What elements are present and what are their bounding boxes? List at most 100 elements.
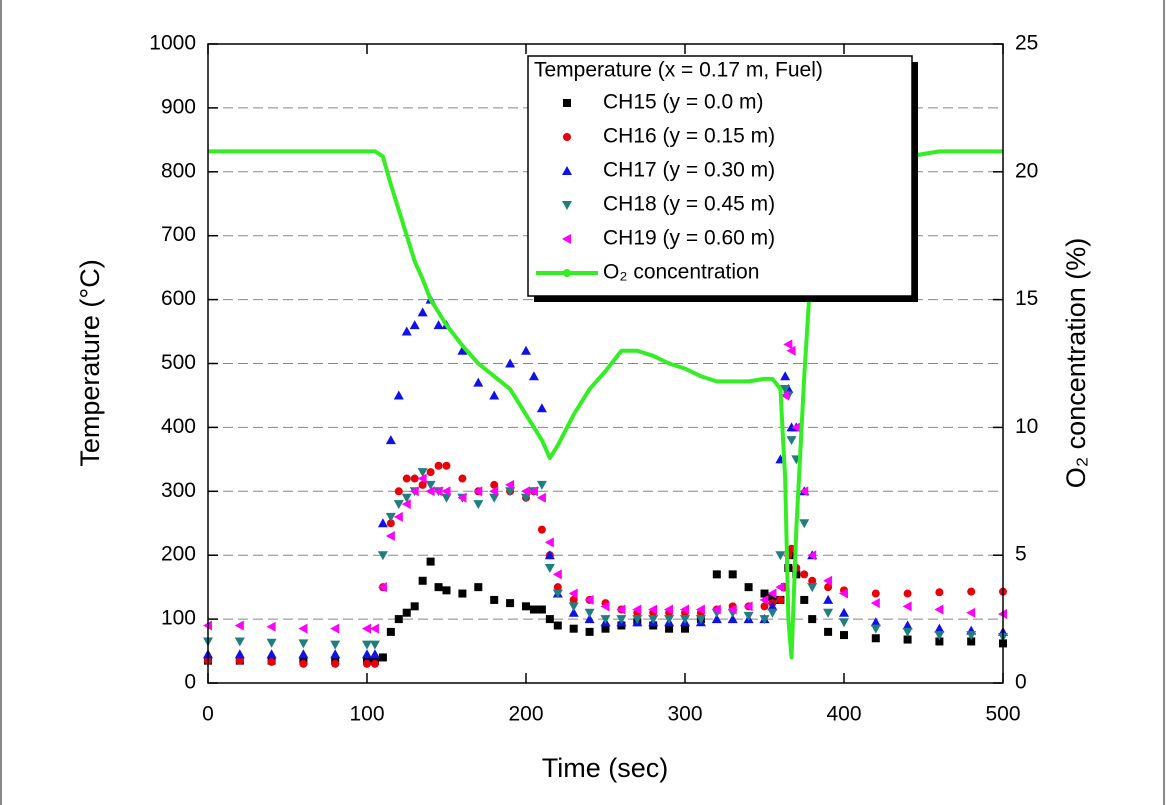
- legend-label: CH18 (y = 0.45 m): [603, 193, 775, 216]
- marker: [807, 550, 817, 561]
- marker: [786, 345, 796, 356]
- legend-title: Temperature (x = 0.17 m, Fuel): [534, 59, 823, 82]
- marker: [521, 345, 531, 355]
- marker: [544, 563, 555, 573]
- marker: [665, 624, 674, 633]
- legend-box: [527, 55, 913, 297]
- marker: [505, 479, 515, 490]
- y-tick-label: 400: [161, 415, 196, 438]
- marker: [409, 486, 419, 497]
- marker: [786, 436, 797, 446]
- marker: [377, 518, 388, 528]
- marker: [695, 615, 706, 625]
- marker: [632, 604, 642, 615]
- marker: [529, 605, 538, 614]
- marker: [298, 649, 309, 659]
- marker: [433, 486, 443, 497]
- marker: [967, 587, 976, 596]
- marker: [744, 583, 753, 592]
- marker: [537, 605, 546, 614]
- marker: [370, 659, 379, 668]
- y-tick-label: 200: [161, 543, 196, 566]
- marker: [568, 588, 578, 599]
- marker: [966, 607, 976, 618]
- marker: [458, 589, 467, 598]
- marker: [393, 511, 403, 522]
- marker: [584, 594, 594, 605]
- y-tick-label: 100: [161, 607, 196, 630]
- marker: [393, 500, 404, 510]
- marker: [234, 649, 245, 659]
- marker: [545, 615, 554, 624]
- marker: [600, 615, 611, 625]
- marker: [681, 624, 689, 633]
- marker: [935, 588, 944, 597]
- marker: [808, 576, 817, 585]
- x-axis-label: Time (sec): [542, 753, 669, 783]
- y-tick-label: 700: [161, 223, 196, 246]
- marker: [401, 499, 411, 510]
- y-tick-label: 600: [161, 287, 196, 310]
- marker: [377, 582, 387, 593]
- y-tick-label: 1000: [149, 32, 196, 55]
- marker: [871, 634, 880, 643]
- marker: [727, 614, 738, 624]
- marker: [330, 640, 341, 650]
- marker: [823, 594, 834, 604]
- marker: [552, 589, 563, 599]
- legend: Temperature (x = 0.17 m, Fuel) CH15 (y =…: [527, 55, 918, 302]
- marker: [553, 621, 562, 630]
- marker: [369, 649, 380, 659]
- marker: [780, 390, 790, 401]
- marker: [394, 615, 403, 624]
- marker: [563, 99, 571, 107]
- marker: [791, 422, 801, 433]
- marker: [569, 624, 578, 633]
- x-tick-label: 300: [667, 703, 702, 726]
- marker: [418, 576, 427, 585]
- legend-label: CH16 (y = 0.15 m): [603, 125, 775, 148]
- marker: [562, 166, 572, 175]
- marker: [266, 638, 277, 648]
- marker: [711, 604, 721, 615]
- marker: [425, 480, 436, 490]
- o2-line: [208, 149, 1003, 660]
- marker: [823, 608, 834, 618]
- marker: [800, 595, 809, 604]
- marker: [490, 480, 499, 489]
- marker: [934, 623, 945, 633]
- marker: [473, 486, 483, 497]
- marker: [234, 620, 244, 631]
- marker: [505, 487, 516, 497]
- marker: [362, 640, 372, 650]
- marker: [680, 615, 690, 625]
- marker: [385, 435, 396, 445]
- marker: [434, 461, 443, 470]
- marker: [267, 657, 276, 666]
- y2-axis-label: O₂ concentration (%): [1061, 238, 1091, 489]
- x-tick-label: 100: [349, 703, 384, 726]
- y2-tick-label: 5: [1015, 543, 1027, 566]
- marker: [298, 639, 309, 649]
- marker: [536, 480, 547, 490]
- marker: [442, 461, 451, 470]
- marker: [536, 403, 547, 413]
- marker: [552, 569, 562, 580]
- marker: [695, 604, 705, 615]
- x-tick-label: 500: [985, 703, 1020, 726]
- marker: [902, 627, 913, 637]
- x-tick-label: 400: [826, 703, 861, 726]
- marker: [489, 486, 499, 497]
- legend-label: O₂ concentration: [603, 261, 759, 284]
- y2-tick-label: 15: [1015, 287, 1038, 310]
- marker: [664, 604, 674, 615]
- marker: [585, 627, 594, 636]
- marker: [870, 624, 881, 634]
- marker: [409, 320, 420, 330]
- marker: [871, 589, 880, 598]
- marker: [664, 615, 675, 625]
- marker: [800, 570, 809, 579]
- marker: [266, 649, 277, 659]
- marker: [584, 608, 595, 618]
- marker: [799, 486, 809, 497]
